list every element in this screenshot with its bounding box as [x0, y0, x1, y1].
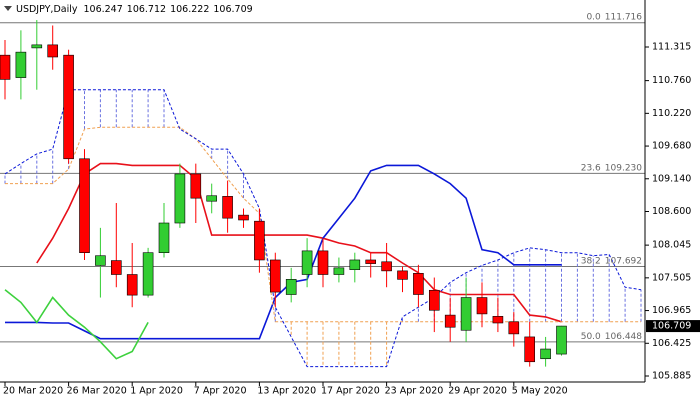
header: USDJPY,Daily 106.247 106.712 106.222 106.709 — [16, 4, 253, 15]
y-tick-label: 109.140 — [652, 173, 691, 184]
symbol: USDJPY,Daily — [16, 4, 78, 15]
candle-body — [492, 316, 504, 324]
y-tick-label: 105.885 — [652, 371, 691, 382]
candle-body — [301, 250, 313, 275]
candle-body — [254, 220, 265, 261]
fib-price: 111.716 — [605, 12, 642, 22]
indicator-line — [4, 289, 149, 360]
x-tick-label: 26 Mar 2020 — [67, 386, 127, 397]
indicator-line — [5, 126, 641, 323]
x-tick-label: 29 Apr 2020 — [448, 386, 507, 397]
candle-body — [413, 272, 424, 295]
x-tick-label: 23 Apr 2020 — [385, 386, 444, 397]
candle-body — [79, 158, 90, 253]
candle-body — [142, 252, 154, 296]
y-tick-label: 108.045 — [652, 240, 691, 251]
candle-body — [524, 336, 536, 363]
candle-body — [333, 267, 345, 275]
fib-ratio: 23.6 — [581, 163, 601, 173]
candle-body — [126, 274, 138, 296]
candle-body — [95, 255, 106, 266]
candle-body — [556, 325, 567, 355]
candle-body — [365, 259, 377, 264]
indicator-line — [5, 164, 562, 340]
fib-ratio: 0.0 — [586, 12, 601, 22]
candle-body — [285, 279, 297, 295]
candle-body — [397, 270, 408, 280]
y-tick-label: 107.505 — [652, 272, 691, 283]
price-tag — [646, 320, 700, 333]
indicator-line — [36, 162, 562, 323]
candle-body — [111, 260, 122, 275]
close-value: 106.709 — [213, 4, 252, 15]
fib-price: 109.230 — [605, 163, 642, 173]
menu-icon[interactable] — [4, 6, 12, 11]
y-tick-label: 106.965 — [652, 305, 691, 316]
y-tick-label: 110.220 — [652, 108, 691, 119]
candle-body — [428, 289, 440, 311]
y-tick-label: 106.425 — [652, 338, 691, 349]
fib-price: 107.692 — [605, 256, 642, 266]
price-tag-label: 106.709 — [652, 321, 691, 332]
candle-body — [15, 51, 27, 78]
candle-body — [444, 314, 456, 328]
candle-body — [476, 297, 488, 315]
candle-body — [63, 54, 74, 160]
y-tick-label: 109.680 — [652, 141, 691, 152]
y-tick-label: 111.315 — [652, 41, 691, 52]
fib-label: 38.2 107.692 — [581, 256, 642, 266]
candle-body — [349, 259, 361, 270]
candle-body — [0, 54, 11, 80]
y-tick-label: 110.760 — [652, 75, 691, 86]
candle-body — [31, 44, 43, 49]
open-value: 106.247 — [83, 4, 122, 15]
plot-area — [0, 20, 645, 368]
candle-body — [206, 195, 217, 202]
fib-ratio: 50.0 — [581, 331, 601, 341]
candle-body — [460, 297, 472, 331]
candle-body — [540, 348, 551, 360]
x-tick-label: 1 Apr 2020 — [130, 386, 183, 397]
x-tick-label: 5 May 2020 — [512, 386, 568, 397]
y-tick-label: 108.600 — [652, 206, 691, 217]
fib-label: 0.0 111.716 — [586, 12, 642, 22]
x-tick-label: 7 Apr 2020 — [194, 386, 247, 397]
candle-body — [508, 321, 520, 335]
indicator-line — [4, 89, 642, 368]
x-tick-label: 20 Mar 2020 — [3, 386, 63, 397]
candle-body — [269, 259, 281, 293]
fib-label: 50.0 106.448 — [581, 331, 643, 341]
high-value: 106.712 — [127, 4, 166, 15]
fib-label: 23.6 109.230 — [581, 163, 643, 173]
fib-ratio: 38.2 — [581, 256, 601, 266]
fib-price: 106.448 — [605, 331, 642, 341]
candle-body — [190, 173, 202, 199]
candle-body — [317, 250, 329, 275]
x-tick-label: 17 Apr 2020 — [321, 386, 380, 397]
low-value: 106.222 — [170, 4, 209, 15]
candle-body — [222, 196, 233, 219]
candle-body — [238, 214, 249, 221]
candle-body — [47, 44, 59, 58]
candle-body — [381, 261, 392, 272]
x-tick-label: 13 Apr 2020 — [257, 386, 316, 397]
candle-body — [158, 222, 170, 253]
candle-body — [174, 173, 186, 224]
